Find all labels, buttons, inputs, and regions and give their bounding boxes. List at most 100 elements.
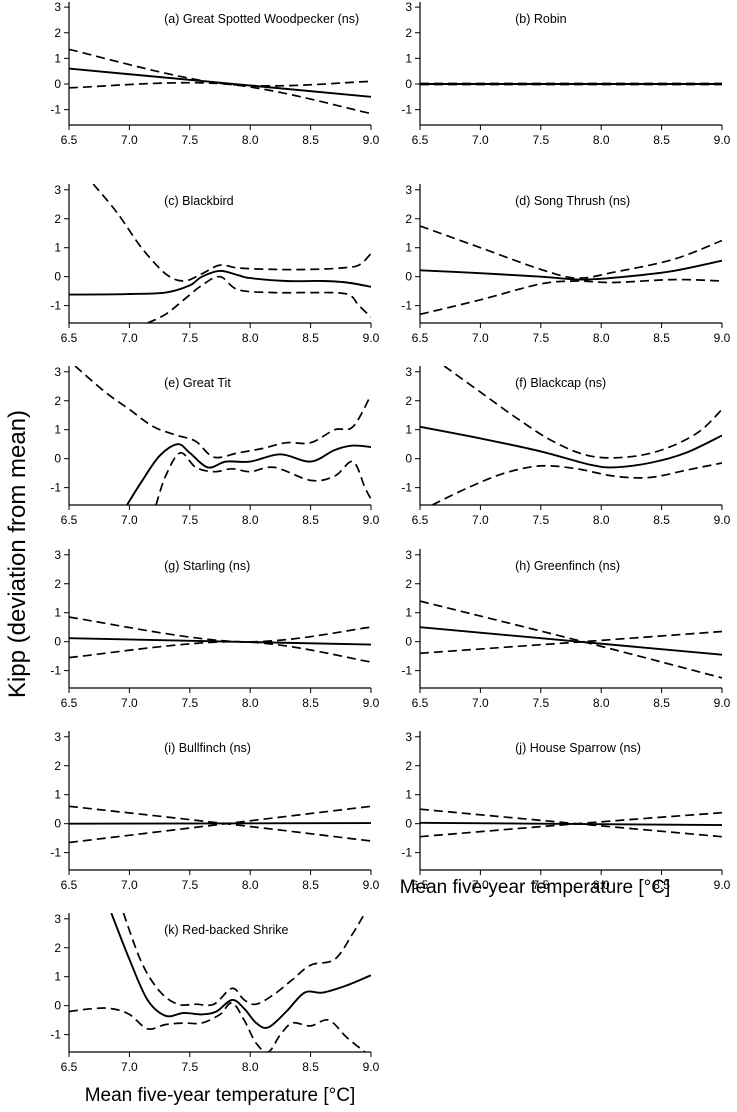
panel-j-y-tick-label: 0 — [405, 817, 412, 831]
panel-g-line-upper — [69, 616, 371, 643]
panel-f-line-lower — [431, 462, 722, 505]
panel-c-y-tick-label: 2 — [54, 212, 61, 226]
panel-a-x-tick-label: 7.0 — [121, 133, 138, 147]
panel-j-x-tick-label: 8.5 — [653, 878, 670, 892]
panel-a-y-tick-label: 2 — [54, 26, 61, 40]
panel-b-x-tick-label: 7.0 — [472, 133, 489, 147]
panel-f-title: (f) Blackcap (ns) — [515, 376, 606, 390]
y-axis-title: Kipp (deviation from mean) — [4, 409, 31, 699]
panel-k-y-tick-label: -1 — [50, 1028, 61, 1042]
panel-h-y-tick-label: 1 — [405, 606, 412, 620]
panel-h-series-group — [420, 600, 722, 679]
panel-d-x-tick-label: 7.5 — [532, 331, 549, 345]
panel-j-line-fit — [420, 821, 722, 827]
panel-k-y-tick-label: 1 — [54, 970, 61, 984]
panel-f-x-tick-label: 6.5 — [412, 513, 429, 527]
panel-a-x-tick-label: 8.5 — [302, 133, 319, 147]
panel-b-x-tick-label: 8.0 — [593, 133, 610, 147]
panel-k-x-tick-label: 9.0 — [363, 1060, 380, 1074]
panel-k-x-tick-label: 8.5 — [302, 1060, 319, 1074]
panel-f-x-tick-label: 7.5 — [532, 513, 549, 527]
panel-b-y-tick-label: 2 — [405, 26, 412, 40]
panel-b-x-tick-label: 9.0 — [714, 133, 731, 147]
panel-h-x-tick-label: 8.0 — [593, 696, 610, 710]
panel-d-x-tick-label: 7.0 — [472, 331, 489, 345]
panel-i-line-fit — [69, 822, 371, 825]
panel-h-x-tick-label: 7.5 — [532, 696, 549, 710]
panel-f-x-tick-label: 7.0 — [472, 513, 489, 527]
panel-d-y-tick-label: 1 — [405, 241, 412, 255]
panel-g-x-tick-label: 9.0 — [363, 696, 380, 710]
panel-i-y-tick-label: 2 — [54, 759, 61, 773]
panel-c-y-tick-label: -1 — [50, 299, 61, 313]
panel-j: -1 0 1 2 3 6.5 7.0 7.5 8.0 8.5 9.0 (j) House Sparro… — [401, 730, 730, 892]
panel-i-y-tick-label: -1 — [50, 846, 61, 860]
panel-i-y-tick-label: 1 — [54, 788, 61, 802]
panel-a-title: (a) Great Spotted Woodpecker (ns) — [164, 12, 359, 26]
panel-k-y-tick-label: 3 — [54, 912, 61, 926]
panel-e-series-group — [74, 366, 371, 505]
panel-c-series-group — [69, 184, 371, 323]
panel-g-y-tick-label: 3 — [54, 548, 61, 562]
panel-g-x-tick-label: 7.5 — [181, 696, 198, 710]
panel-c-y-tick-label: 3 — [54, 183, 61, 197]
panel-e-line-lower — [155, 452, 371, 505]
panel-i-title: (i) Bullfinch (ns) — [164, 741, 251, 755]
panel-g-x-tick-label: 6.5 — [61, 696, 78, 710]
panel-e-y-tick-label: 3 — [54, 365, 61, 379]
panel-d-x-tick-label: 6.5 — [412, 331, 429, 345]
panel-h-x-tick-label: 7.0 — [472, 696, 489, 710]
panel-c: -1 0 1 2 3 6.5 7.0 7.5 8.0 8.5 9.0 (c) Blackbird — [50, 183, 379, 345]
panel-j-y-tick-label: 1 — [405, 788, 412, 802]
panel-k-line-lower — [69, 1001, 366, 1052]
panel-d: -1 0 1 2 3 6.5 7.0 7.5 8.0 8.5 9.0 (d) Song Thrush … — [401, 183, 730, 345]
panel-a-line-upper — [69, 48, 371, 87]
panel-e-line-fit — [126, 443, 371, 505]
panel-d-x-tick-label: 9.0 — [714, 331, 731, 345]
panel-d-x-tick-label: 8.5 — [653, 331, 670, 345]
panel-h-y-tick-label: -1 — [401, 664, 412, 678]
panel-k-line-fit — [110, 913, 371, 1029]
panel-b-x-tick-label: 6.5 — [412, 133, 429, 147]
panel-e-y-tick-label: 1 — [54, 423, 61, 437]
panel-k-x-tick-label: 7.0 — [121, 1060, 138, 1074]
panel-h-y-tick-label: 2 — [405, 577, 412, 591]
y-axis-title-container: Kipp (deviation from mean) — [3, 340, 33, 770]
panel-f-y-tick-label: 0 — [405, 452, 412, 466]
panel-c-x-tick-label: 6.5 — [61, 331, 78, 345]
panel-i-series-group — [69, 805, 371, 844]
panel-d-y-tick-label: -1 — [401, 299, 412, 313]
panel-b-title: (b) Robin — [515, 12, 566, 26]
panel-a-y-tick-label: 3 — [54, 0, 61, 14]
panel-a-y-tick-label: 0 — [54, 77, 61, 91]
panel-f-line-upper — [443, 366, 722, 459]
panel-j-series-group — [420, 808, 722, 838]
panel-g-series-group — [69, 616, 371, 663]
panel-g-y-tick-label: 2 — [54, 577, 61, 591]
panel-g-y-tick-label: 1 — [54, 606, 61, 620]
panel-d-line-fit — [420, 259, 722, 281]
panel-f-y-tick-label: 3 — [405, 365, 412, 379]
panel-g-line-fit — [69, 637, 371, 646]
panel-g-y-tick-label: 0 — [54, 635, 61, 649]
panel-k-x-tick-label: 7.5 — [181, 1060, 198, 1074]
panel-f-x-tick-label: 8.0 — [593, 513, 610, 527]
panel-g-x-tick-label: 8.0 — [242, 696, 259, 710]
panel-e-line-upper — [74, 366, 371, 459]
panel-c-line-upper — [92, 184, 371, 282]
panel-h-line-upper — [420, 600, 722, 679]
panel-b-y-tick-label: 1 — [405, 51, 412, 65]
panel-i-x-tick-label: 6.5 — [61, 878, 78, 892]
panel-a-x-tick-label: 8.0 — [242, 133, 259, 147]
panel-e: -1 0 1 2 3 6.5 7.0 7.5 8.0 8.5 9.0 (e) Great Tit — [50, 365, 379, 527]
panel-f-series-group — [420, 366, 722, 505]
panel-i-x-tick-label: 9.0 — [363, 878, 380, 892]
panel-j-y-tick-label: 3 — [405, 730, 412, 744]
panel-j-y-tick-label: 2 — [405, 759, 412, 773]
panel-h-y-tick-label: 0 — [405, 635, 412, 649]
panel-c-x-tick-label: 7.0 — [121, 331, 138, 345]
panel-a-x-tick-label: 6.5 — [61, 133, 78, 147]
panel-k-series-group — [69, 913, 371, 1052]
panel-b-y-tick-label: -1 — [401, 103, 412, 117]
